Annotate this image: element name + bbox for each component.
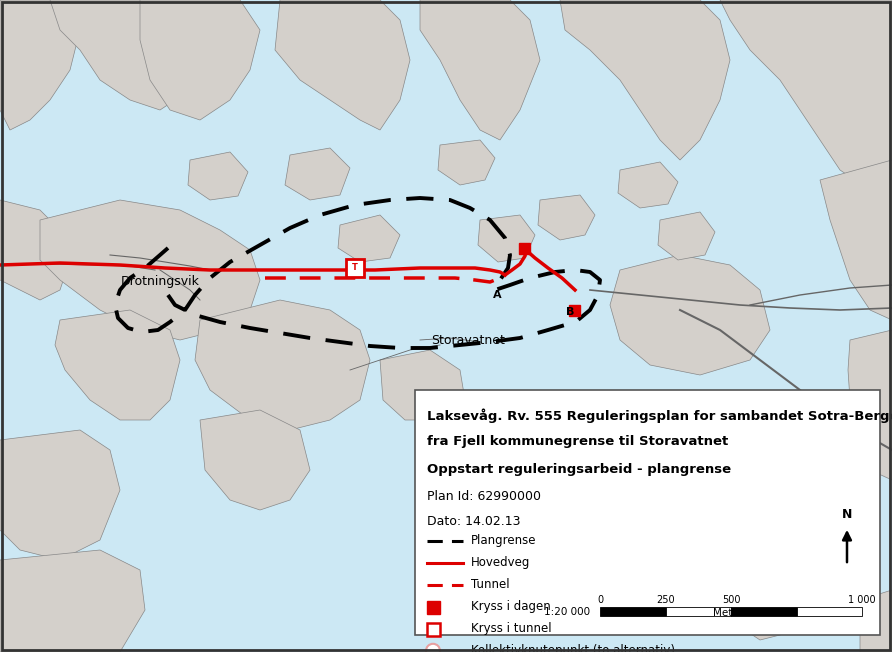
- Bar: [665, 607, 731, 616]
- Text: Oppstart reguleringsarbeid - plangrense: Oppstart reguleringsarbeid - plangrense: [427, 463, 731, 476]
- Circle shape: [426, 644, 440, 652]
- Polygon shape: [195, 300, 370, 430]
- Bar: [415, 390, 880, 635]
- Text: fra Fjell kommunegrense til Storavatnet: fra Fjell kommunegrense til Storavatnet: [427, 436, 728, 449]
- Text: 500: 500: [722, 595, 740, 605]
- Polygon shape: [720, 0, 892, 200]
- Polygon shape: [438, 140, 495, 185]
- Polygon shape: [0, 430, 120, 560]
- Text: Hovedveg: Hovedveg: [471, 556, 531, 569]
- Polygon shape: [55, 310, 180, 420]
- Polygon shape: [40, 200, 260, 340]
- Text: N: N: [842, 508, 852, 521]
- Polygon shape: [420, 0, 540, 140]
- Polygon shape: [610, 255, 770, 375]
- Text: Plan Id: 62990000: Plan Id: 62990000: [427, 490, 541, 503]
- Text: Meters: Meters: [714, 608, 748, 618]
- Text: B: B: [566, 307, 574, 317]
- Text: Storavatnet: Storavatnet: [431, 334, 505, 346]
- Polygon shape: [188, 152, 248, 200]
- Text: Tunnel: Tunnel: [471, 578, 509, 591]
- Bar: [346, 259, 364, 277]
- Text: A: A: [492, 290, 501, 300]
- Text: Plangrense: Plangrense: [471, 534, 536, 547]
- Text: Kryss i dagen: Kryss i dagen: [471, 600, 550, 614]
- Bar: [600, 607, 665, 616]
- Bar: [569, 305, 580, 316]
- Polygon shape: [860, 590, 892, 652]
- Polygon shape: [0, 550, 145, 652]
- Polygon shape: [380, 350, 465, 420]
- Bar: [731, 607, 797, 616]
- Polygon shape: [560, 0, 730, 160]
- Polygon shape: [275, 0, 410, 130]
- Polygon shape: [820, 160, 892, 320]
- Polygon shape: [538, 195, 595, 240]
- Text: T: T: [352, 263, 358, 273]
- Text: 250: 250: [657, 595, 675, 605]
- Text: Laksevåg. Rv. 555 Reguleringsplan for sambandet Sotra-Bergen,: Laksevåg. Rv. 555 Reguleringsplan for sa…: [427, 408, 892, 422]
- Polygon shape: [338, 215, 400, 262]
- Bar: [427, 600, 440, 614]
- Polygon shape: [285, 148, 350, 200]
- Polygon shape: [0, 200, 70, 300]
- Polygon shape: [140, 0, 260, 120]
- Text: Drotningsvik: Drotningsvik: [120, 276, 200, 288]
- Polygon shape: [50, 0, 210, 110]
- Polygon shape: [658, 212, 715, 260]
- Polygon shape: [478, 215, 535, 262]
- Text: Kollektivknutepunkt (to alternativ): Kollektivknutepunkt (to alternativ): [471, 644, 675, 652]
- Bar: [427, 623, 440, 636]
- Text: 1:20 000: 1:20 000: [544, 607, 590, 617]
- Text: Kryss i tunnel: Kryss i tunnel: [471, 622, 551, 635]
- Polygon shape: [200, 410, 310, 510]
- Polygon shape: [0, 0, 80, 130]
- Text: 0: 0: [597, 595, 603, 605]
- Text: Dato: 14.02.13: Dato: 14.02.13: [427, 515, 521, 528]
- Bar: [797, 607, 862, 616]
- Polygon shape: [690, 470, 870, 640]
- Text: 1 000: 1 000: [848, 595, 876, 605]
- Bar: [519, 243, 530, 254]
- Polygon shape: [848, 330, 892, 480]
- Polygon shape: [618, 162, 678, 208]
